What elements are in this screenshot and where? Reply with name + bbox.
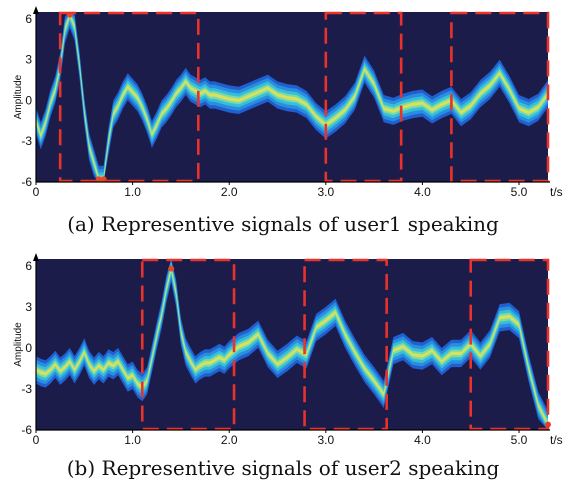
x-tick-label: 5.0 (511, 185, 528, 199)
x-tick-label: 1.0 (124, 433, 141, 447)
x-tick-label: 3.0 (317, 185, 334, 199)
signal-peak-point (168, 265, 175, 272)
x-axis-unit: t/s (550, 185, 563, 199)
chart-panel-b: 6 3 0 -3 -6 0 1.0 2.0 3.0 4.0 5.0 t/s Amplitude (b) … (0, 244, 566, 487)
x-tick-label: 5.0 (511, 433, 528, 447)
y-tick-label: 6 (25, 259, 32, 273)
y-tick-label: -6 (21, 175, 32, 189)
y-tick-label: -6 (21, 423, 32, 437)
y-axis-label: Amplitude (13, 322, 24, 367)
x-tick-label: 4.0 (414, 185, 431, 199)
chart-panel-a: 6 3 0 -3 -6 0 1.0 2.0 3.0 4.0 5.0 t/s Amplitude (a) … (0, 0, 566, 243)
signal-band-4 (36, 13, 548, 181)
y-axis-arrow (33, 6, 39, 14)
y-tick-label: 3 (25, 300, 32, 314)
y-tick-label: 6 (25, 12, 32, 26)
x-tick-label: 3.0 (317, 433, 334, 447)
x-tick-label: 1.0 (124, 185, 141, 199)
y-tick-label: -3 (21, 382, 32, 396)
chart-a-caption: (a) Representive signals of user1 speaki… (67, 212, 499, 236)
y-axis-arrow (33, 253, 39, 261)
x-tick-label: 0 (33, 433, 40, 447)
segment-box-0 (140, 258, 236, 431)
x-tick-label: 0 (33, 185, 40, 199)
y-tick-label: 0 (25, 93, 32, 107)
x-axis-unit: t/s (550, 433, 563, 447)
signal-peak-point (95, 176, 102, 183)
chart-b-caption: (b) Representive signals of user2 speaki… (66, 456, 500, 480)
y-tick-label: 3 (25, 53, 32, 67)
x-tick-label: 4.0 (414, 433, 431, 447)
y-tick-label: 0 (25, 341, 32, 355)
y-tick-label: -3 (21, 134, 32, 148)
x-tick-label: 2.0 (221, 433, 238, 447)
segment-box-0 (58, 11, 200, 183)
segment-box-2 (469, 258, 550, 431)
segment-box-1 (324, 11, 403, 183)
segment-box-1 (303, 258, 388, 431)
y-axis-label: Amplitude (13, 74, 24, 119)
signal-band-3 (36, 264, 548, 429)
segment-box-2 (450, 11, 550, 183)
x-tick-label: 2.0 (221, 185, 238, 199)
